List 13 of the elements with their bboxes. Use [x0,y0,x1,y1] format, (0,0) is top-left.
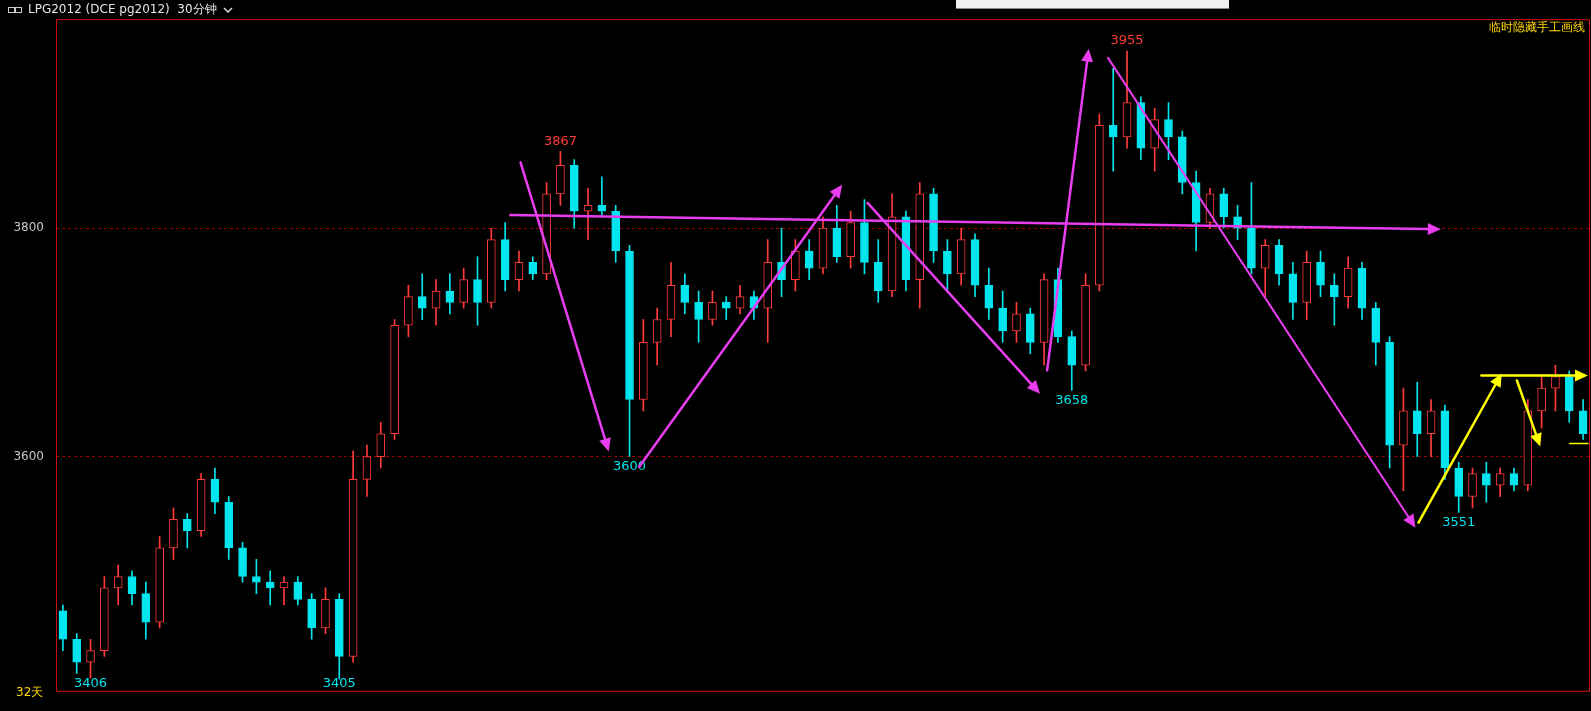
annotation: 3658 [1055,392,1089,408]
annotation: 3405 [322,674,356,690]
y-tick-label: 3800 [13,220,44,235]
candlestick [721,296,731,320]
annotation: 3406 [74,674,108,690]
annotation: 3955 [1110,32,1144,48]
candlestick [265,570,275,606]
annotation: 3867 [543,132,577,148]
candlestick [1108,67,1118,172]
chart-title: LPG2012 (DCE pg2012) 30分钟 [28,1,217,18]
text: 32天 [16,684,44,701]
annotation: 3551 [1442,514,1476,530]
annotation: 临时隐藏手工画线 [1489,19,1585,36]
